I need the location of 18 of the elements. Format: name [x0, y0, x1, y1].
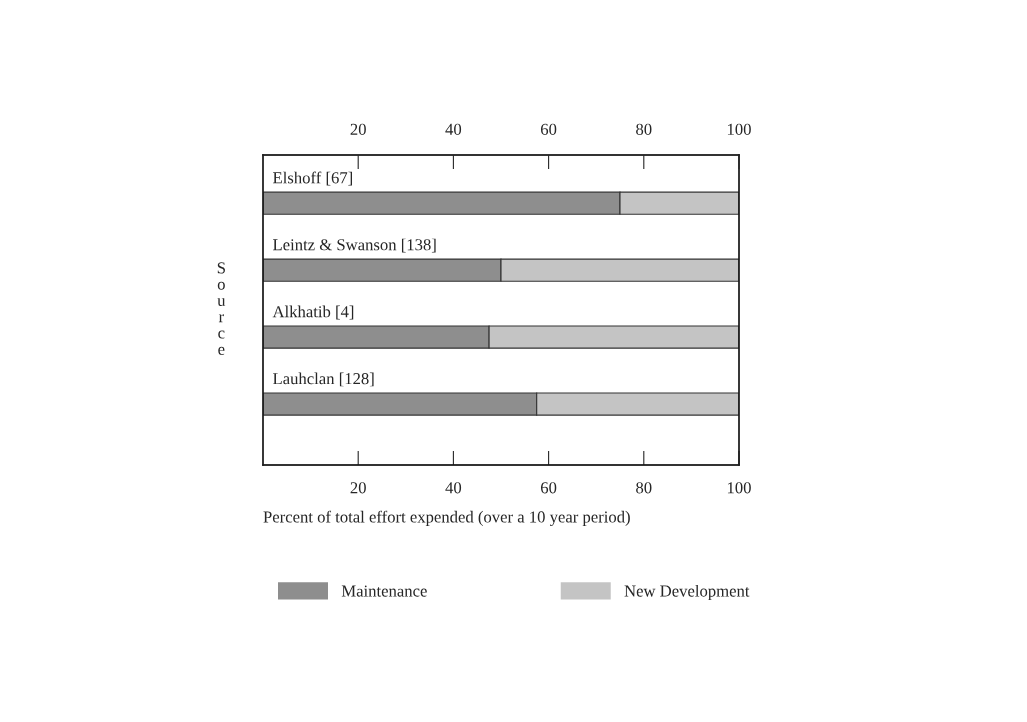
y-tick-label: Lauhclan [128] [273, 372, 374, 387]
legend-label: New Development [624, 584, 750, 601]
x-tick-label: 100 [727, 123, 751, 135]
x2-tick-label: 80 [636, 482, 652, 494]
x-tick-label: 60 [540, 123, 557, 135]
y-tick-label: Leintz & Swanson [138] [273, 238, 436, 253]
x-tick-label: 40 [445, 123, 462, 135]
x-axis-title: Percent of total effort expended (over a 10 year period) [263, 510, 630, 526]
y-tick-label: Alkhatib [4] [272, 305, 354, 320]
legend-label: Maintenance [341, 585, 427, 597]
x-tick-label: 20 [350, 123, 366, 135]
x2-tick-label: 20 [350, 482, 366, 494]
y-tick-label: Elshoff [67] [273, 171, 352, 186]
x2-tick-label: 40 [445, 482, 462, 494]
x-tick-label: 80 [636, 123, 652, 135]
y-axis-title: Source [217, 262, 226, 355]
x2-tick-label: 100 [727, 482, 751, 494]
x2-tick-label: 60 [540, 482, 557, 494]
